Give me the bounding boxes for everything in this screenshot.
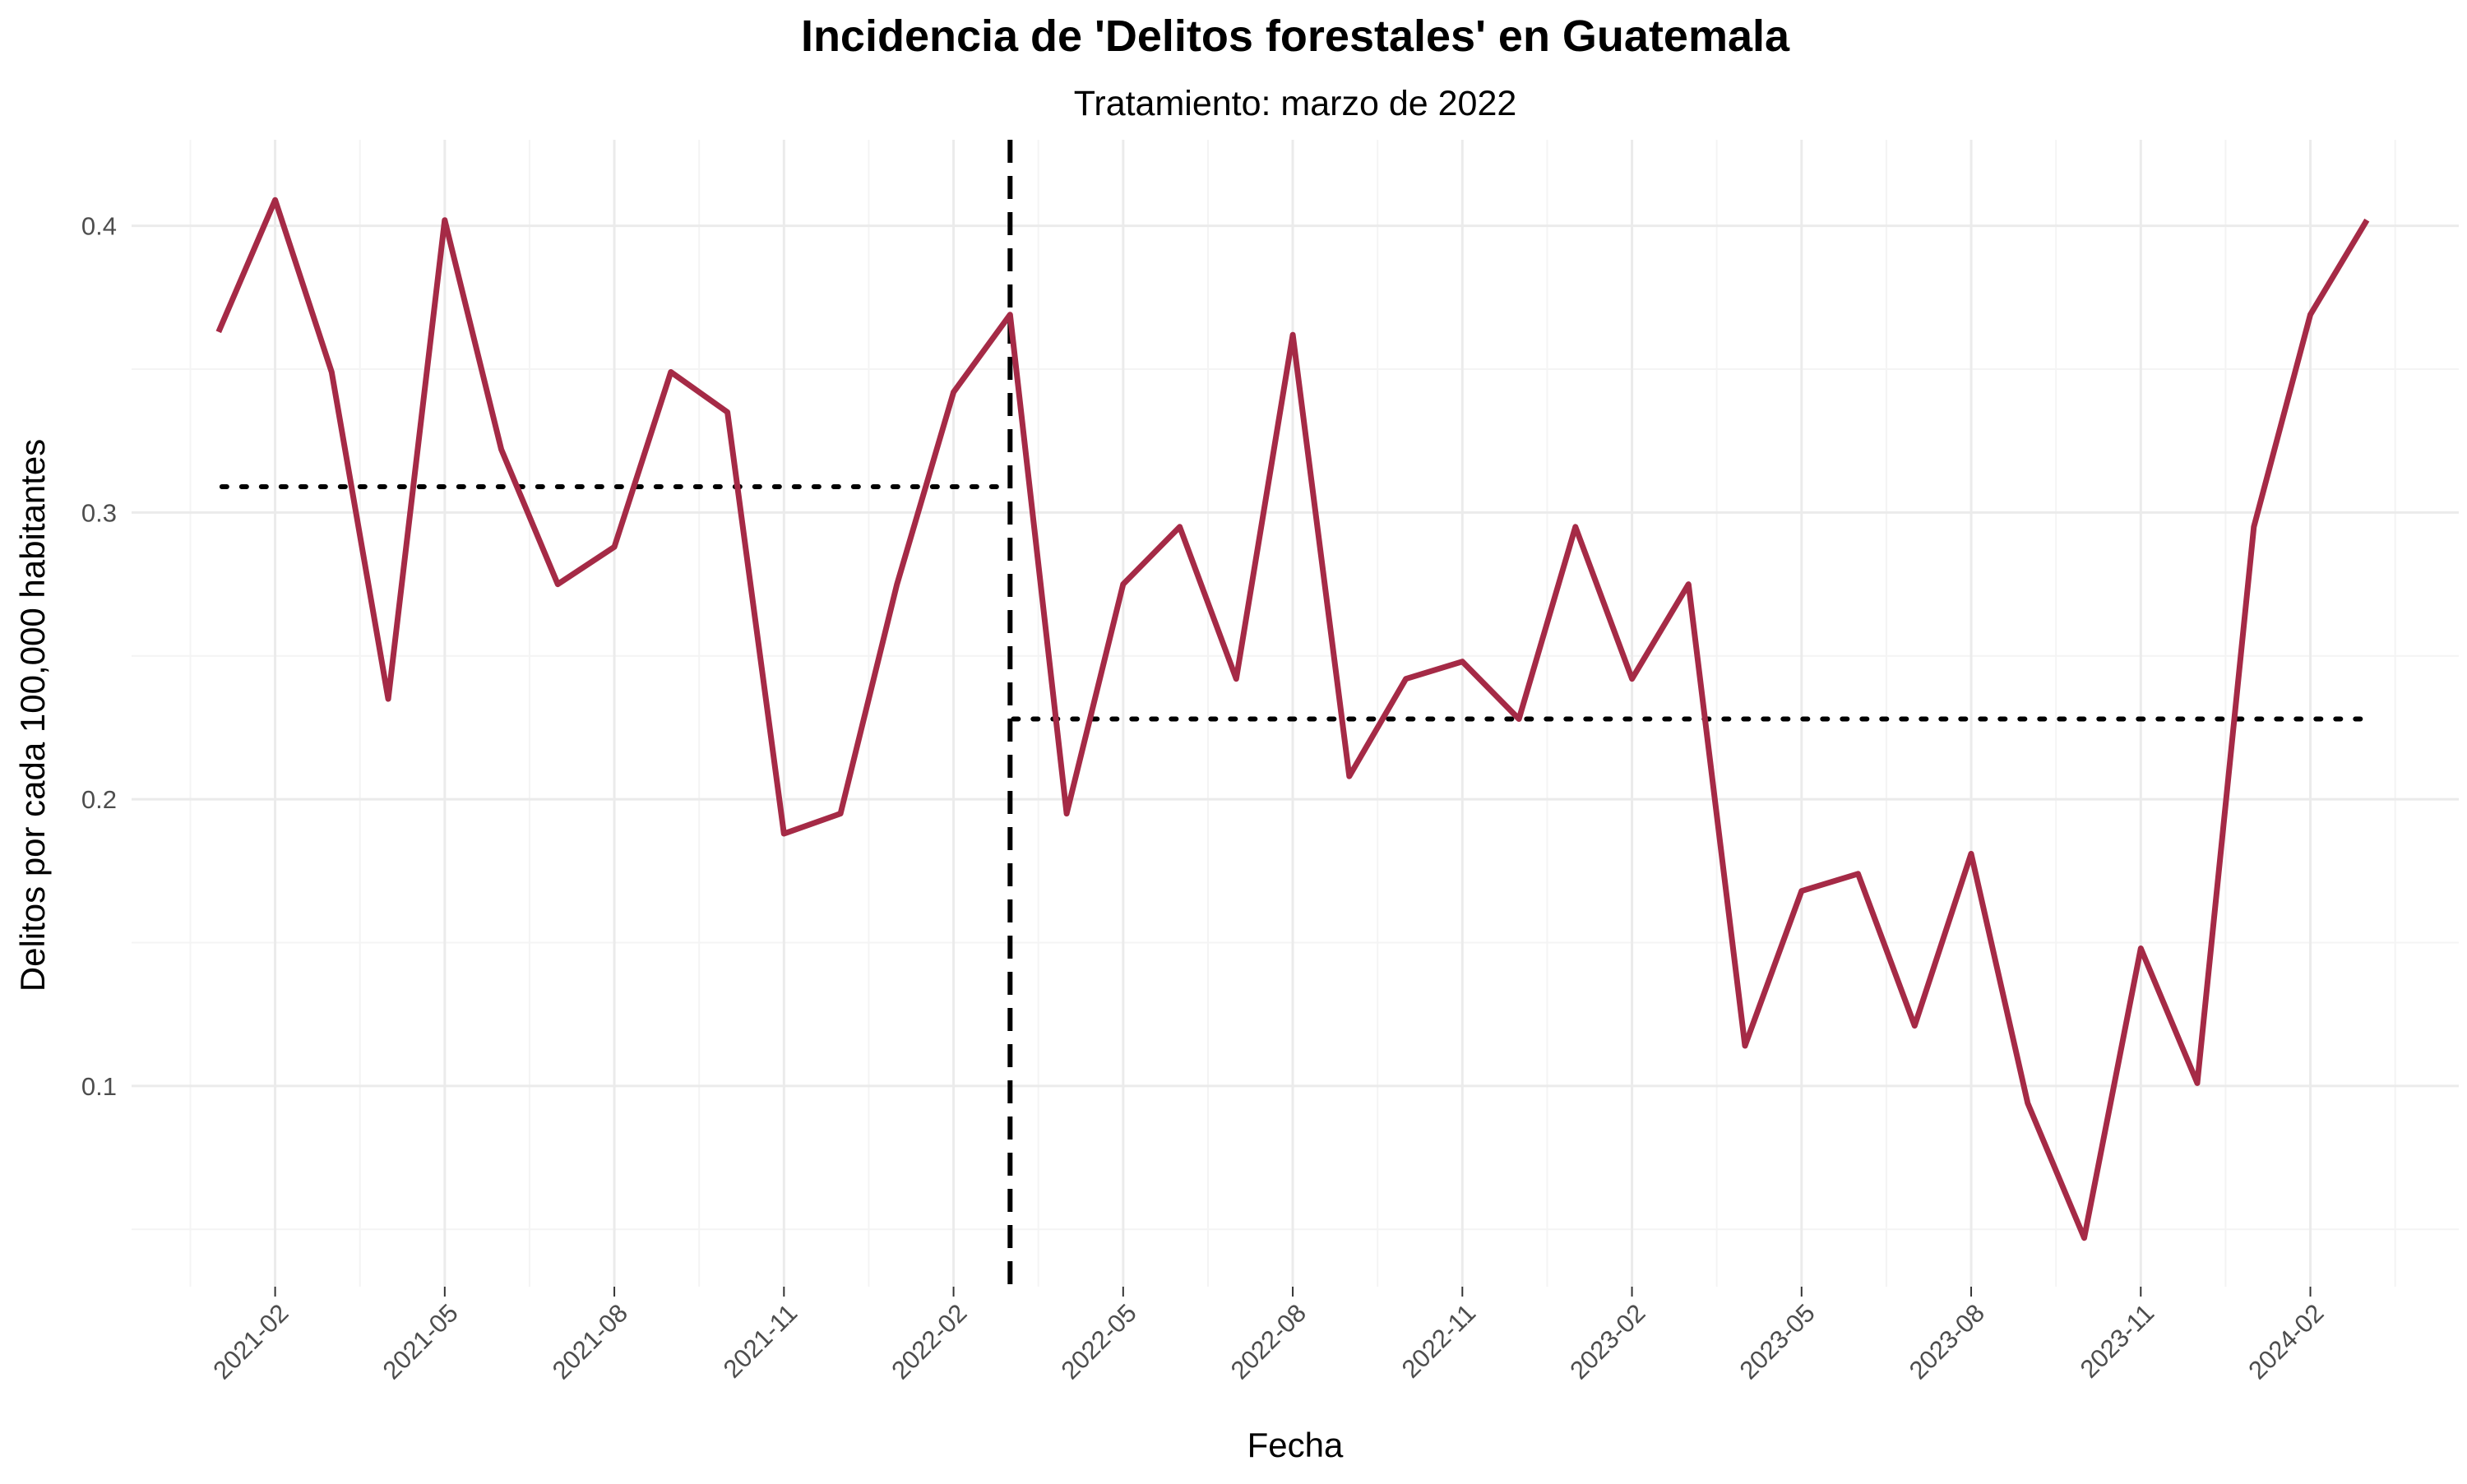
y-tick-label: 0.1	[81, 1072, 117, 1101]
x-tick-label: 2021-05	[377, 1298, 464, 1385]
x-tick-label: 2023-11	[2075, 1298, 2160, 1384]
series-layer	[215, 196, 2370, 1241]
x-tick-label: 2023-05	[1734, 1298, 1821, 1385]
x-tick-label: 2022-02	[886, 1298, 972, 1385]
x-tick-label: 2022-05	[1056, 1298, 1142, 1385]
x-tick-label: 2023-08	[1904, 1298, 1990, 1385]
chart-subtitle: Tratamiento: marzo de 2022	[1074, 84, 1517, 123]
x-tick-label: 2024-02	[2243, 1298, 2329, 1385]
x-tick-label: 2021-08	[547, 1298, 633, 1385]
x-tick-label: 2021-11	[718, 1298, 803, 1384]
series-line	[215, 196, 2370, 1241]
x-tick-label: 2022-08	[1225, 1298, 1312, 1385]
x-tick-label: 2023-02	[1564, 1298, 1650, 1385]
chart-title: Incidencia de 'Delitos forestales' en Gu…	[801, 12, 1790, 61]
y-tick-label: 0.4	[81, 212, 117, 241]
x-axis-title: Fecha	[1247, 1426, 1344, 1464]
y-axis-title: Delitos por cada 100,000 habitantes	[13, 439, 52, 992]
y-tick-label: 0.2	[81, 785, 117, 814]
y-tick-label: 0.3	[81, 498, 117, 527]
x-tick-label: 2021-02	[207, 1298, 294, 1385]
x-tick-label: 2022-11	[1396, 1298, 1482, 1384]
